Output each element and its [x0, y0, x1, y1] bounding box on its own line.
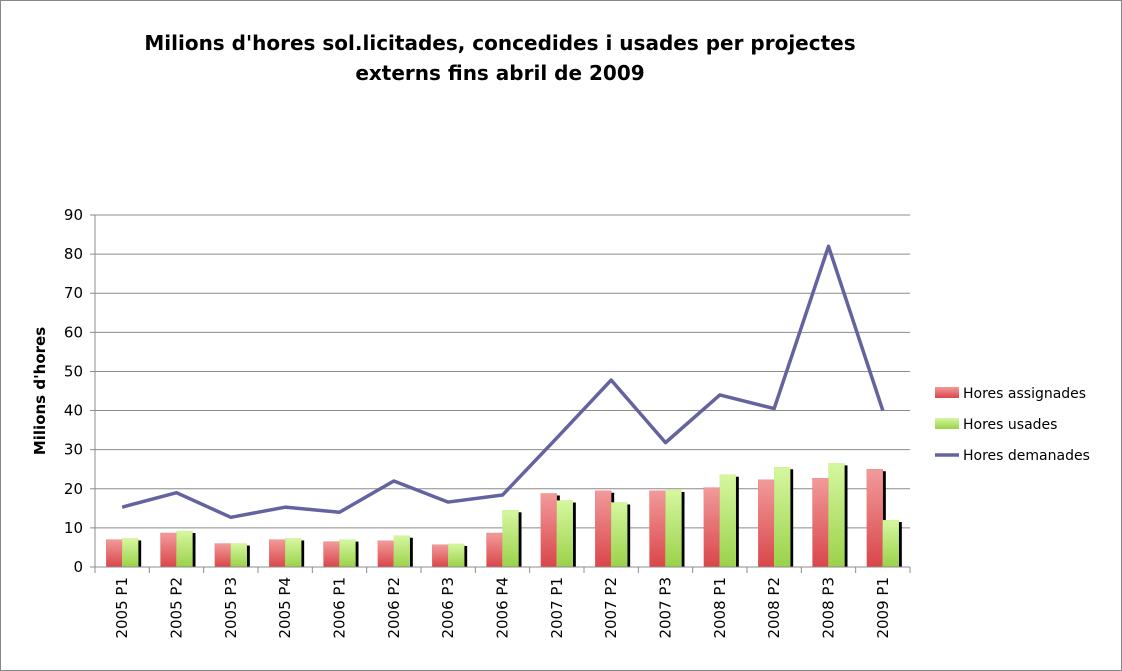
- bar: [106, 539, 123, 568]
- y-tick-label: 10: [64, 519, 83, 537]
- legend-swatch: [935, 418, 959, 429]
- bar: [285, 538, 302, 568]
- bar: [649, 490, 666, 568]
- x-tick-label: 2008 P2: [765, 577, 783, 639]
- legend-swatch: [935, 387, 959, 398]
- bar: [758, 479, 775, 568]
- bar-shadow: [882, 471, 886, 567]
- x-tick-label: 2007 P2: [602, 577, 620, 639]
- y-tick-label: 80: [64, 245, 83, 263]
- x-tick-label: 2005 P3: [222, 577, 240, 639]
- bar: [393, 535, 410, 568]
- bar-shadow: [572, 502, 576, 567]
- legend-label: Hores usades: [963, 417, 1057, 433]
- bar: [774, 467, 791, 568]
- bar: [665, 489, 682, 568]
- bar-shadow: [138, 540, 142, 567]
- y-tick-label: 30: [64, 441, 83, 459]
- bar: [611, 502, 628, 568]
- bar: [812, 478, 829, 568]
- bar: [828, 463, 845, 568]
- bar: [448, 543, 465, 568]
- bar-shadow: [409, 537, 413, 567]
- bar: [230, 543, 247, 568]
- bar: [214, 543, 231, 568]
- bar-shadow: [681, 491, 685, 567]
- y-tick-label: 90: [64, 206, 83, 224]
- bar-shadow: [246, 545, 250, 567]
- bar-shadow: [355, 541, 359, 567]
- x-tick-label: 2006 P1: [331, 577, 349, 639]
- bar-shadow: [192, 533, 196, 567]
- x-tick-label: 2005 P2: [168, 577, 186, 639]
- x-tick-label: 2006 P4: [494, 577, 512, 639]
- bar: [432, 544, 449, 568]
- x-tick-label: 2006 P3: [439, 577, 457, 639]
- bar: [719, 474, 736, 568]
- bar: [866, 469, 883, 568]
- bar-shadow: [898, 522, 902, 567]
- x-tick-label: 2007 P3: [657, 577, 675, 639]
- y-tick-label: 0: [73, 558, 83, 576]
- bar: [595, 490, 612, 568]
- x-tick-label: 2007 P1: [548, 577, 566, 639]
- bar: [323, 541, 340, 568]
- x-tick-label: 2006 P2: [385, 577, 403, 639]
- bar-shadow: [790, 469, 794, 567]
- y-axis-label: Milions d'hores: [31, 327, 49, 455]
- bar-shadow: [301, 540, 305, 567]
- bar: [160, 532, 177, 568]
- y-tick-label: 20: [64, 480, 83, 498]
- x-tick-label: 2005 P4: [276, 577, 294, 639]
- bar-shadow: [464, 545, 468, 567]
- y-tick-label: 50: [64, 362, 83, 380]
- bar-shadow: [518, 512, 522, 567]
- chart-title: Milions d'hores sol.licitades, concedide…: [144, 31, 856, 85]
- x-tick-label: 2009 P1: [874, 577, 892, 639]
- x-tick-label: 2008 P1: [711, 577, 729, 639]
- y-tick-label: 60: [64, 323, 83, 341]
- bar: [540, 493, 557, 568]
- bar: [377, 540, 394, 568]
- bar: [122, 538, 139, 568]
- legend-label: Hores assignades: [963, 386, 1086, 402]
- bar-shadow: [735, 476, 739, 567]
- bar: [882, 519, 899, 568]
- bar: [269, 539, 286, 568]
- legend-label: Hores demanades: [963, 448, 1090, 464]
- y-tick-label: 40: [64, 402, 83, 420]
- bar: [339, 539, 356, 568]
- bar: [176, 530, 193, 568]
- bar: [703, 487, 720, 568]
- x-tick-label: 2008 P3: [820, 577, 838, 639]
- bar: [502, 510, 519, 568]
- y-tick-label: 70: [64, 284, 83, 302]
- bar: [486, 532, 503, 568]
- x-tick-label: 2005 P1: [113, 577, 131, 639]
- bar-shadow: [627, 504, 631, 567]
- bar-shadow: [844, 465, 848, 567]
- bar: [556, 500, 573, 568]
- line: [121, 244, 885, 520]
